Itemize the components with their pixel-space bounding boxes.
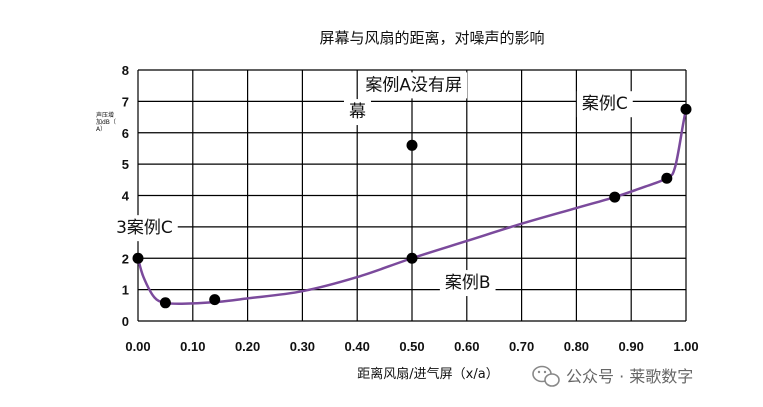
y-axis-label: 声压增 加dB（ A） — [96, 111, 116, 133]
wechat-icon — [532, 365, 560, 387]
annotation-4: 案例B — [445, 273, 491, 293]
y-tick-label-0: 0 — [122, 314, 129, 329]
y-tick-label-5: 5 — [122, 157, 129, 172]
y-tick-label-2: 2 — [122, 251, 129, 266]
data-point-1 — [159, 297, 171, 309]
x-tick-label-2: 0.20 — [235, 339, 260, 354]
x-tick-label-8: 0.80 — [564, 339, 589, 354]
data-points — [132, 103, 692, 309]
annotation-0: 案例A没有屏 — [365, 75, 462, 95]
annotation-1: 幕 — [349, 102, 366, 122]
annotation-bg-3 — [111, 215, 178, 242]
watermark-text: 公众号 · 莱歌数字 — [566, 367, 693, 386]
y-tick-label-6: 6 — [122, 126, 129, 141]
x-tick-label-9: 0.90 — [619, 339, 644, 354]
y-axis-label-line-3: A） — [96, 126, 106, 133]
y-tick-labels: 012345678 — [122, 63, 130, 329]
x-tick-label-10: 1.00 — [673, 339, 698, 354]
y-axis-label-line-1: 声压增 — [96, 111, 114, 119]
x-tick-label-6: 0.60 — [454, 339, 479, 354]
y-tick-label-8: 8 — [122, 63, 129, 78]
annotation-bg-1 — [343, 99, 371, 126]
data-point-0 — [132, 252, 144, 264]
data-point-3 — [406, 139, 418, 151]
data-point-2 — [209, 294, 221, 306]
data-point-5 — [609, 191, 621, 203]
annotation-bg-4 — [439, 270, 496, 297]
y-tick-label-4: 4 — [122, 189, 130, 204]
annotation-bg-0 — [360, 72, 468, 99]
x-tick-labels: 0.00 0.10 0.20 0.30 0.40 0.50 0.60 0.70 0.80 0.90… — [125, 339, 698, 354]
annotation-3: 3案例C — [116, 218, 173, 238]
x-tick-label-4: 0.40 — [345, 339, 370, 354]
x-tick-label-5: 0.50 — [399, 339, 424, 354]
watermark: 公众号 · 莱歌数字 — [532, 365, 693, 387]
x-tick-label-0: 0.00 — [125, 339, 150, 354]
annotation-bg-2 — [576, 91, 633, 118]
x-tick-label-1: 0.10 — [180, 339, 205, 354]
x-axis-label: 距离风扇/进气屏（x/a） — [357, 366, 498, 382]
annotation-2: 案例C — [582, 94, 628, 114]
data-point-4 — [406, 252, 418, 264]
y-tick-label-7: 7 — [122, 94, 129, 109]
data-point-7 — [680, 103, 692, 115]
x-tick-label-7: 0.70 — [509, 339, 534, 354]
x-tick-label-3: 0.30 — [290, 339, 315, 354]
data-point-6 — [661, 172, 673, 184]
y-tick-label-1: 1 — [122, 283, 129, 298]
y-axis-label-line-2: 加dB（ — [96, 118, 116, 126]
chart-title: 屏幕与风扇的距离，对噪声的影响 — [319, 29, 544, 47]
